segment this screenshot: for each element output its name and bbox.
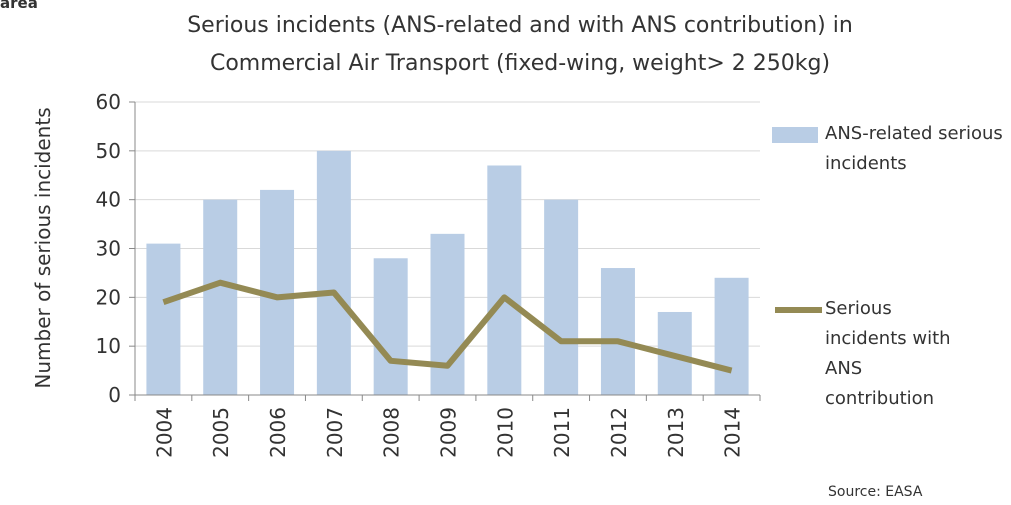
y-tick-label: 50: [96, 139, 121, 163]
line: [162, 279, 733, 374]
x-tick-label: 2007: [323, 407, 347, 458]
legend-label: Serious incidents with ANS contribution: [825, 298, 951, 409]
x-tick-label: 2009: [437, 407, 461, 458]
x-tick-label: 2005: [209, 407, 233, 458]
x-tick-label: 2006: [266, 407, 290, 458]
y-tick-label: 40: [96, 188, 121, 212]
x-tick-label: 2012: [607, 407, 631, 458]
source: Source: EASA: [828, 484, 923, 500]
y-tick-label: 20: [96, 285, 121, 309]
legend-swatch: [772, 127, 818, 143]
chart-title: Serious incidents (ANS-related and with …: [187, 13, 853, 38]
y-axis-label: Number of serious incidents: [31, 107, 55, 388]
bar: [203, 199, 238, 395]
y-tick-label: 10: [96, 334, 121, 358]
header-fragment: area: [0, 0, 38, 12]
bar: [430, 233, 465, 395]
legend-label: ANS-related serious incidents: [825, 123, 1003, 174]
bar: [373, 258, 408, 395]
x-tick-label: 2014: [721, 407, 745, 458]
x-tick-label: 2010: [493, 407, 517, 458]
y-tick-label: 30: [96, 237, 121, 261]
chart-title: Commercial Air Transport (fixed-wing, we…: [210, 51, 830, 76]
x-tick-label: 2013: [664, 407, 688, 458]
bar: [146, 243, 181, 395]
bar: [544, 199, 579, 395]
bar: [600, 268, 635, 395]
y-tick-label: 0: [108, 383, 121, 407]
bar: [714, 277, 749, 395]
x-tick-label: 2008: [380, 407, 404, 458]
bar: [487, 165, 522, 395]
y-tick-label: 60: [96, 90, 121, 114]
x-tick-label: 2011: [550, 407, 574, 458]
bar: [316, 150, 351, 395]
x-tick-label: 2004: [152, 407, 176, 458]
